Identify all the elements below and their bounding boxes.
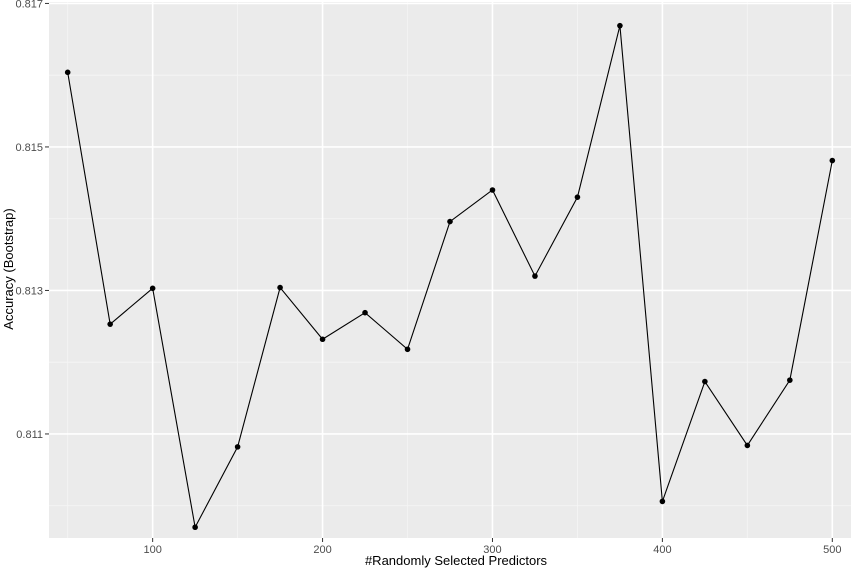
x-tick-label: 500: [823, 544, 841, 556]
y-tick-label: 0.815: [15, 142, 43, 154]
data-point: [702, 378, 708, 385]
x-tick-label: 200: [313, 544, 331, 556]
x-tick-label: 400: [653, 544, 671, 556]
data-point: [787, 377, 793, 383]
x-axis: 100 200 300 400 500: [143, 538, 841, 556]
x-tick-label: 300: [483, 544, 501, 556]
y-tick-label: 0.817: [15, 0, 43, 10]
y-axis-title: Accuracy (Bootstrap): [1, 208, 16, 329]
data-point: [744, 442, 751, 449]
data-point: [574, 194, 581, 200]
data-point: [192, 524, 198, 531]
series-points-group: [64, 22, 836, 531]
data-point: [64, 69, 71, 76]
data-point: [404, 346, 411, 353]
x-axis-title: #Randomly Selected Predictors: [365, 553, 548, 568]
data-point: [319, 336, 326, 343]
data-point: [659, 498, 666, 505]
plot-panel: [49, 2, 851, 538]
data-point: [149, 285, 156, 292]
data-point: [362, 309, 368, 316]
y-tick-label: 0.811: [16, 429, 43, 441]
data-point: [234, 444, 241, 450]
data-point: [447, 218, 453, 225]
data-point: [107, 321, 113, 327]
major-gridlines: [49, 2, 851, 538]
data-point: [829, 157, 836, 164]
x-tick-label: 100: [143, 544, 161, 556]
minor-gridlines: [49, 2, 851, 538]
y-tick-label: 0.813: [15, 285, 43, 297]
data-point: [532, 273, 538, 279]
y-axis: 0.811 0.813 0.815 0.817: [15, 0, 49, 441]
data-point: [277, 284, 283, 291]
data-point: [489, 187, 496, 193]
data-point: [617, 22, 623, 29]
